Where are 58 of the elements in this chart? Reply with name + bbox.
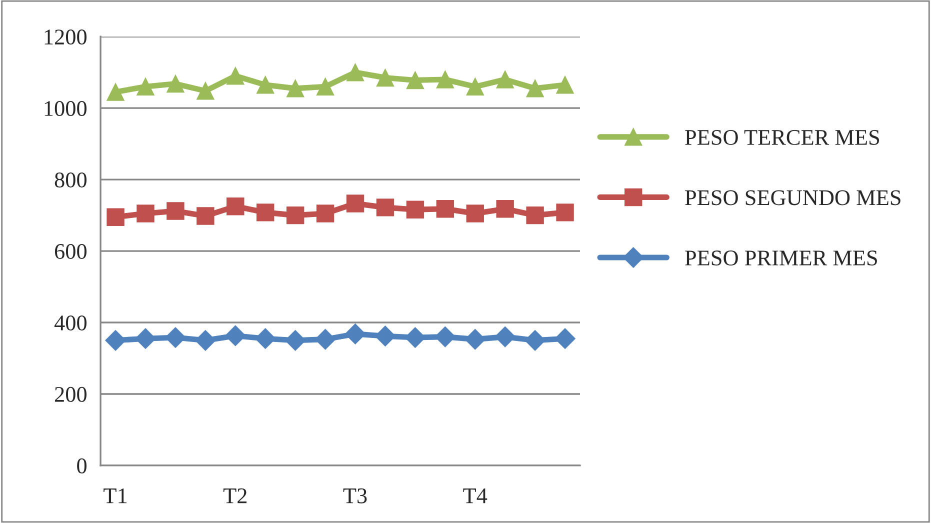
point <box>316 78 334 96</box>
point <box>406 200 424 218</box>
point <box>106 83 124 101</box>
point <box>556 204 574 222</box>
point <box>196 207 214 225</box>
point <box>195 330 216 351</box>
x-tick-label: T3 <box>343 488 367 504</box>
point <box>524 330 546 351</box>
point <box>526 206 544 224</box>
point <box>256 204 274 222</box>
point <box>226 67 244 85</box>
point <box>225 325 246 346</box>
point <box>526 80 544 98</box>
point <box>556 76 574 94</box>
point <box>106 208 124 226</box>
point <box>346 194 364 212</box>
point <box>136 204 154 222</box>
point <box>436 70 454 88</box>
point <box>256 76 274 94</box>
point <box>166 74 184 93</box>
point <box>286 206 304 224</box>
x-tick-label: T4 <box>463 488 488 504</box>
point <box>406 71 424 90</box>
point <box>496 70 514 88</box>
point <box>316 204 334 222</box>
legend-label: PESO TERCER MES <box>685 130 880 145</box>
point <box>135 328 156 349</box>
y-tick-label: 1200 <box>44 30 87 45</box>
point <box>346 63 364 82</box>
point <box>226 198 244 216</box>
point <box>255 328 276 349</box>
point <box>554 328 576 349</box>
y-tick-label: 800 <box>54 172 87 188</box>
legend-label: PESO SEGUNDO MES <box>685 190 900 206</box>
x-tick-label: T1 <box>104 488 127 504</box>
point <box>105 330 126 351</box>
y-tick-label: 200 <box>54 386 87 402</box>
point <box>165 327 186 348</box>
point <box>376 68 394 87</box>
y-tick-label: 600 <box>54 244 87 259</box>
point <box>466 204 484 222</box>
y-tick-label: 1000 <box>44 101 87 116</box>
point <box>496 200 514 218</box>
point <box>466 78 484 96</box>
point <box>374 326 396 346</box>
x-tick-label: T2 <box>223 488 247 504</box>
point <box>344 324 366 344</box>
point <box>196 82 214 100</box>
point <box>464 328 486 350</box>
point <box>494 326 516 348</box>
y-tick-label: 0 <box>77 458 87 474</box>
point <box>166 202 184 220</box>
point <box>436 200 454 218</box>
point <box>286 80 304 98</box>
point <box>136 78 154 96</box>
legend-label: PESO PRIMER MES <box>685 250 877 266</box>
point <box>376 198 394 216</box>
y-tick-label: 400 <box>54 315 87 330</box>
